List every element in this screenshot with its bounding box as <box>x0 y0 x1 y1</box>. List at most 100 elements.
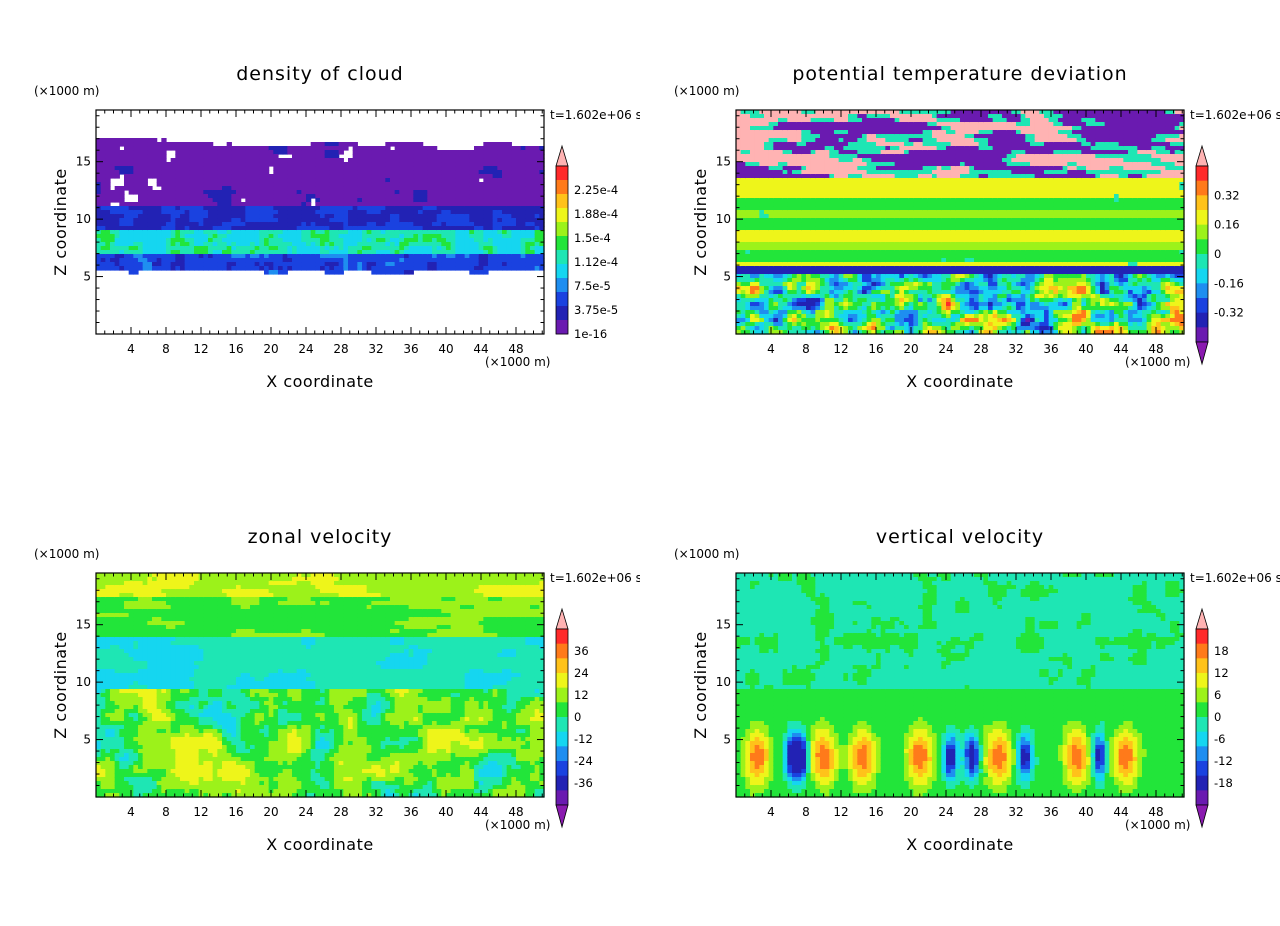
heatmap-cell <box>278 222 284 227</box>
heatmap-cell <box>885 118 891 123</box>
heatmap-cell <box>820 298 826 303</box>
heatmap-cell <box>231 178 237 183</box>
heatmap-cell <box>432 214 438 219</box>
heatmap-cell <box>759 178 765 183</box>
heatmap-cell <box>175 178 181 183</box>
heatmap-cell <box>436 242 442 247</box>
heatmap-cell <box>469 222 475 227</box>
heatmap-cell <box>810 266 816 271</box>
heatmap-cell <box>848 326 854 331</box>
heatmap-cell <box>264 186 270 191</box>
heatmap-cell <box>880 258 886 263</box>
heatmap-cell <box>329 230 335 235</box>
heatmap-cell <box>880 230 886 235</box>
heatmap-cell <box>464 178 470 183</box>
heatmap-cell <box>506 246 512 251</box>
heatmap-cell <box>357 218 363 223</box>
heatmap-cell <box>404 238 410 243</box>
heatmap-cell <box>876 154 882 159</box>
heatmap-cell <box>296 162 302 167</box>
heatmap-cell <box>782 238 788 243</box>
heatmap-cell <box>184 214 190 219</box>
heatmap-cell <box>857 306 863 311</box>
heatmap-cell <box>180 202 186 207</box>
heatmap-cell <box>152 226 158 231</box>
heatmap-cell <box>315 182 321 187</box>
heatmap-cell <box>422 218 428 223</box>
heatmap-cell <box>408 214 414 219</box>
heatmap-cell <box>534 258 540 263</box>
heatmap-cell <box>329 202 335 207</box>
heatmap-cell <box>156 162 162 167</box>
x-unit-label: (×1000 m) <box>485 355 550 369</box>
heatmap-cell <box>357 182 363 187</box>
heatmap-cell <box>245 242 251 247</box>
heatmap-cell <box>820 210 826 215</box>
heatmap-cell <box>810 250 816 255</box>
heatmap-cell <box>408 230 414 235</box>
heatmap-cell <box>222 150 228 155</box>
heatmap-cell <box>390 266 396 271</box>
heatmap-cell <box>450 238 456 243</box>
heatmap-cell <box>441 210 447 215</box>
heatmap-cell <box>754 266 760 271</box>
heatmap-cell <box>338 230 344 235</box>
heatmap-cell <box>801 218 807 223</box>
heatmap-cell <box>208 146 214 151</box>
heatmap-cell <box>792 198 798 203</box>
colorbar-segment <box>556 222 568 237</box>
heatmap-cell <box>231 206 237 211</box>
heatmap-cell <box>203 262 209 267</box>
heatmap-cell <box>764 222 770 227</box>
heatmap-cell <box>483 250 489 255</box>
heatmap-cell <box>161 182 167 187</box>
heatmap-cell <box>254 234 260 239</box>
heatmap-cell <box>338 166 344 171</box>
heatmap-cell <box>848 250 854 255</box>
heatmap-cell <box>773 290 779 295</box>
heatmap-cell <box>357 206 363 211</box>
heatmap-cell <box>796 210 802 215</box>
heatmap-cell <box>815 230 821 235</box>
heatmap-cell <box>175 222 181 227</box>
heatmap-cell <box>306 262 312 267</box>
heatmap-cell <box>792 206 798 211</box>
heatmap-cell <box>852 170 858 175</box>
heatmap-cell <box>175 250 181 255</box>
heatmap-cell <box>866 290 872 295</box>
heatmap-cell <box>759 282 765 287</box>
heatmap-cell <box>348 186 354 191</box>
heatmap-cell <box>885 122 891 127</box>
heatmap-cell <box>376 258 382 263</box>
heatmap-cell <box>862 170 868 175</box>
heatmap-cell <box>880 262 886 267</box>
heatmap-cell <box>764 134 770 139</box>
heatmap-cell <box>792 214 798 219</box>
heatmap-cell <box>376 234 382 239</box>
heatmap-cell <box>142 250 148 255</box>
heatmap-cell <box>511 254 517 259</box>
heatmap-cell <box>180 194 186 199</box>
heatmap-cell <box>441 194 447 199</box>
heatmap-cell <box>133 142 139 147</box>
heatmap-cell <box>862 286 868 291</box>
heatmap-cell <box>357 246 363 251</box>
heatmap-cell <box>824 174 830 179</box>
heatmap-cell <box>787 114 793 119</box>
heatmap-cell <box>404 218 410 223</box>
heatmap-cell <box>166 170 172 175</box>
heatmap-cell <box>750 162 756 167</box>
heatmap-cell <box>815 174 821 179</box>
heatmap-cell <box>254 150 260 155</box>
heatmap-cell <box>750 262 756 267</box>
heatmap-cell <box>100 150 106 155</box>
heatmap-cell <box>862 126 868 131</box>
heatmap-cell <box>184 182 190 187</box>
heatmap-cell <box>259 174 265 179</box>
heatmap-cell <box>862 302 868 307</box>
x-tick-label: 20 <box>263 342 278 356</box>
heatmap-cell <box>516 154 522 159</box>
heatmap-cell <box>750 154 756 159</box>
heatmap-cell <box>488 174 494 179</box>
heatmap-cell <box>100 250 106 255</box>
